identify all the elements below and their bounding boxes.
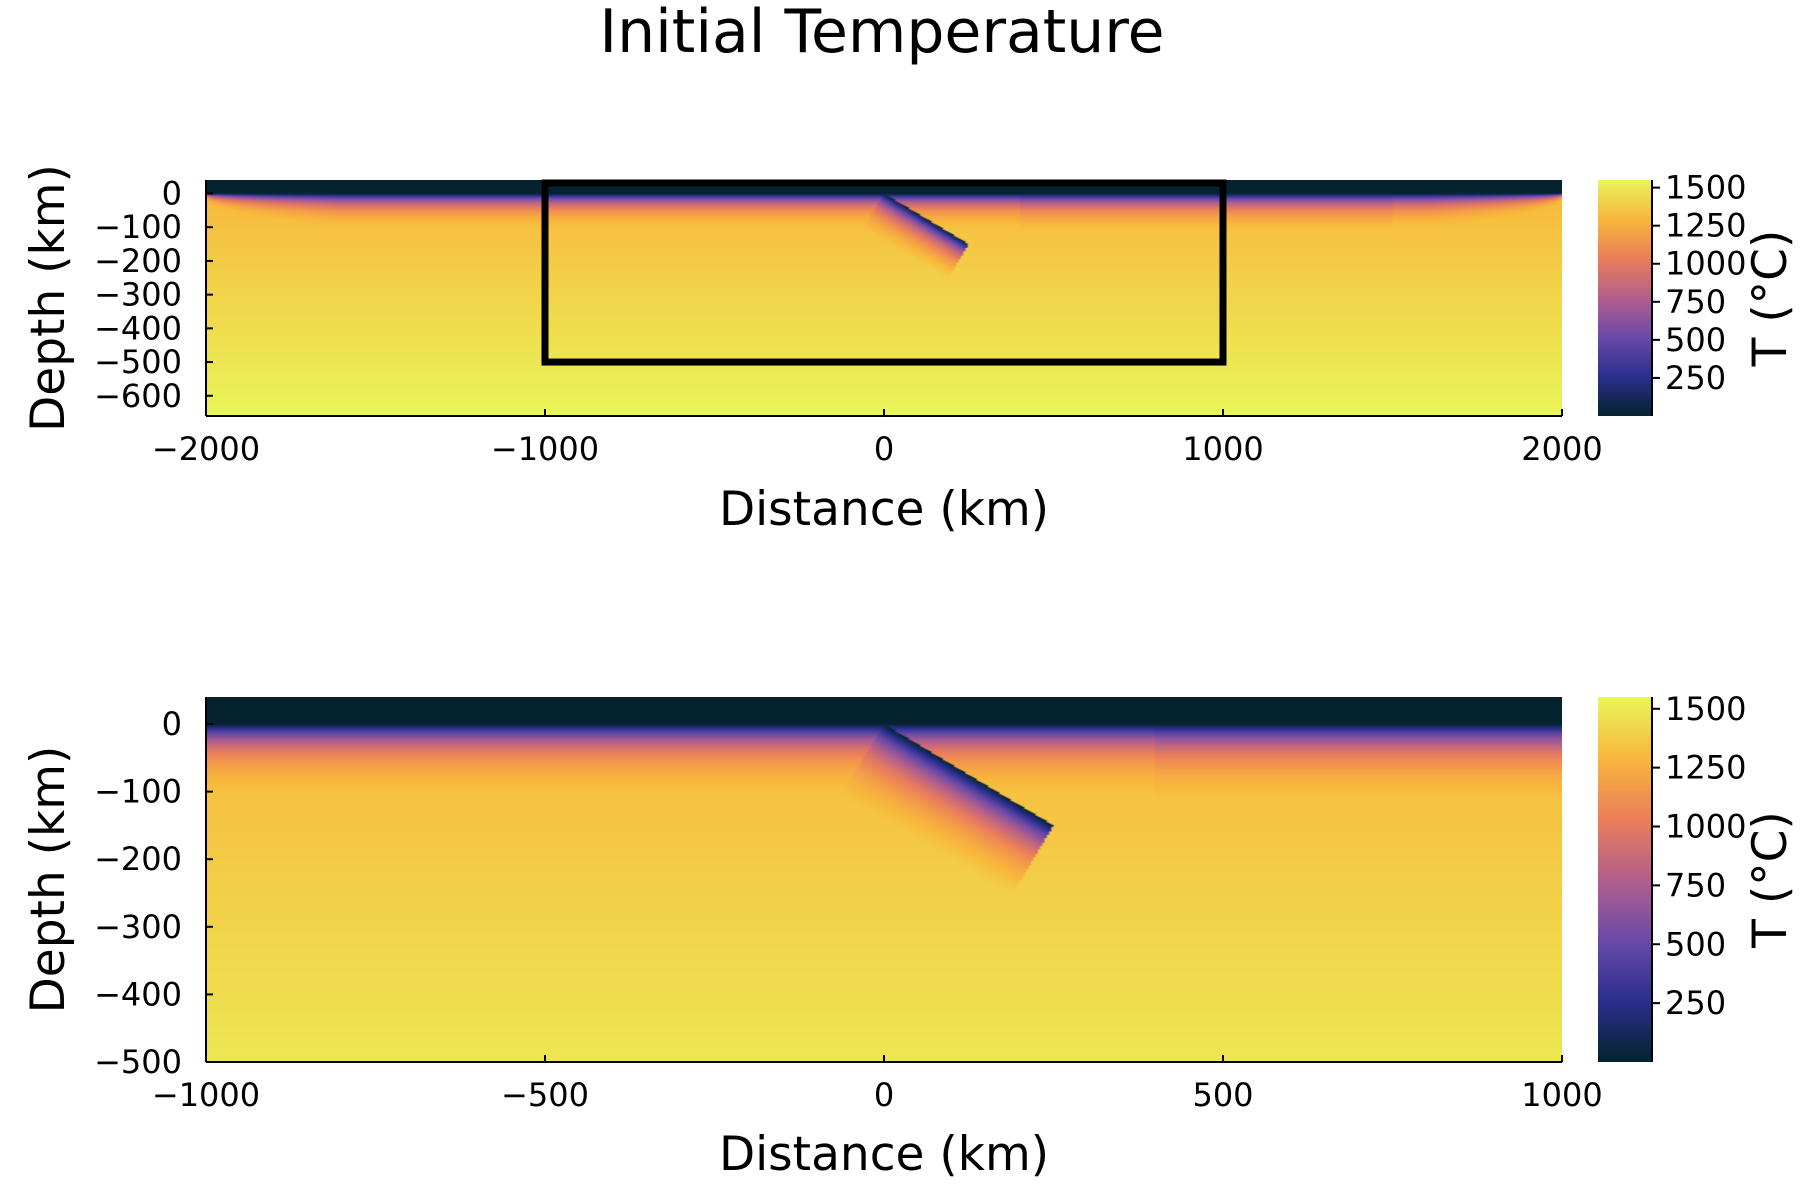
top-heatmap bbox=[206, 180, 1562, 416]
y-tick-label: −200 bbox=[94, 242, 182, 280]
x-tick-label: 0 bbox=[874, 430, 894, 468]
y-tick-label: −500 bbox=[94, 343, 182, 381]
colorbar-tick-label: 1250 bbox=[1665, 749, 1746, 787]
colorbar-tick-label: 500 bbox=[1665, 321, 1726, 359]
y-tick-label: −400 bbox=[94, 309, 182, 347]
zoom-region-box bbox=[541, 179, 1227, 366]
x-tick-label: −1000 bbox=[491, 430, 599, 468]
top-colorbar-label: T (°C) bbox=[1743, 230, 1798, 368]
colorbar-tick-label: 750 bbox=[1665, 866, 1726, 904]
x-tick-label: 2000 bbox=[1521, 430, 1602, 468]
colorbar-tick-label: 1250 bbox=[1665, 207, 1746, 245]
colorbar-tick-label: 1500 bbox=[1665, 169, 1746, 207]
y-tick-label: −600 bbox=[94, 377, 182, 415]
bottom-y-axis-label: Depth (km) bbox=[21, 746, 76, 1014]
y-tick-label: −400 bbox=[94, 975, 182, 1013]
bottom-colorbar-axis: 1500 1250 1000 750 500 250 bbox=[1651, 690, 1746, 1062]
colorbar-tick-label: 1000 bbox=[1665, 808, 1746, 846]
x-tick-label: 1000 bbox=[1182, 430, 1263, 468]
colorbar-tick-label: 500 bbox=[1665, 925, 1726, 963]
x-tick-label: −500 bbox=[501, 1076, 589, 1114]
y-tick-label: −100 bbox=[94, 208, 182, 246]
x-tick-label: −1000 bbox=[152, 1076, 260, 1114]
colorbar-tick-label: 1500 bbox=[1665, 690, 1746, 728]
top-y-axis-label: Depth (km) bbox=[21, 164, 76, 432]
top-axes: −2000 −1000 0 1000 20000−100−200−300−400−500… bbox=[94, 174, 1603, 468]
x-tick-label: 1000 bbox=[1521, 1076, 1602, 1114]
bottom-colorbar bbox=[1598, 697, 1652, 1062]
y-tick-label: −200 bbox=[94, 840, 182, 878]
colorbar-tick-label: 250 bbox=[1665, 359, 1726, 397]
colorbar-tick-label: 1000 bbox=[1665, 245, 1746, 283]
zoom-box-rect bbox=[541, 179, 1227, 366]
colorbar-tick-label: 750 bbox=[1665, 283, 1726, 321]
y-tick-label: 0 bbox=[162, 174, 182, 212]
x-tick-label: 500 bbox=[1192, 1076, 1253, 1114]
y-tick-label: 0 bbox=[162, 705, 182, 743]
y-tick-label: −300 bbox=[94, 908, 182, 946]
y-tick-label: −300 bbox=[94, 276, 182, 314]
y-tick-label: −100 bbox=[94, 773, 182, 811]
bottom-heatmap bbox=[206, 697, 1562, 1062]
top-x-axis-label: Distance (km) bbox=[719, 482, 1049, 537]
y-tick-label: −500 bbox=[94, 1043, 182, 1081]
x-tick-label: 0 bbox=[874, 1076, 894, 1114]
bottom-x-axis-label: Distance (km) bbox=[719, 1127, 1049, 1182]
top-panel: −2000 −1000 0 1000 20000−100−200−300−400−500… bbox=[21, 164, 1798, 537]
bottom-colorbar-label: T (°C) bbox=[1743, 811, 1798, 949]
top-colorbar bbox=[1598, 180, 1652, 416]
x-tick-label: −2000 bbox=[152, 430, 260, 468]
figure-title: Initial Temperature bbox=[599, 0, 1164, 67]
colorbar-tick-label: 250 bbox=[1665, 984, 1726, 1022]
